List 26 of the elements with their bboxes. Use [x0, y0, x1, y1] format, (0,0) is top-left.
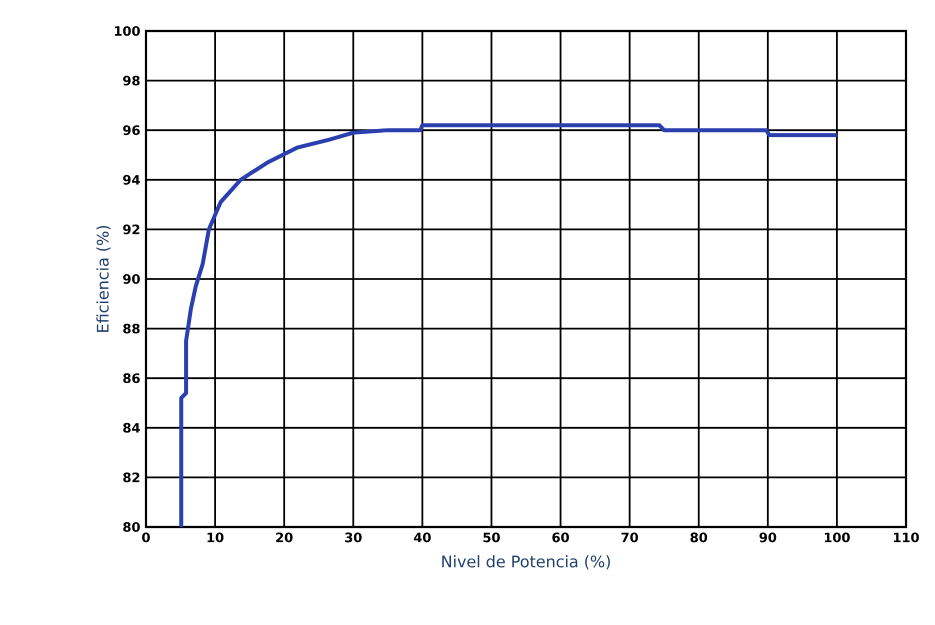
y-tick-label: 82	[123, 472, 140, 482]
x-tick-label: 110	[894, 532, 919, 542]
x-tick-label: 100	[824, 532, 850, 542]
x-tick-label: 80	[690, 532, 708, 542]
x-tick-label: 90	[759, 532, 776, 542]
y-tick-label: 94	[123, 174, 140, 185]
x-tick-label: 20	[276, 532, 293, 542]
x-tick-label: 50	[483, 532, 500, 542]
x-tick-label: 0	[142, 532, 150, 542]
x-tick-label: 10	[208, 532, 224, 542]
y-tick-label: 100	[114, 26, 140, 36]
x-tick-label: 70	[621, 532, 638, 542]
y-tick-label: 90	[123, 274, 140, 284]
y-tick-label: 98	[123, 76, 140, 86]
x-tick-label: 40	[414, 532, 431, 542]
x-tick-label: 60	[552, 532, 569, 542]
y-axis-title: Eficiencia (%)	[96, 226, 111, 332]
y-tick-label: 86	[123, 373, 140, 384]
y-tick-label: 96	[123, 125, 140, 136]
y-tick-label: 92	[123, 224, 140, 234]
y-tick-label: 80	[123, 522, 140, 532]
line-series	[179, 123, 839, 529]
y-tick-label: 88	[123, 324, 140, 334]
y-tick-label: 84	[123, 422, 140, 433]
x-tick-label: 30	[345, 532, 362, 542]
x-axis-title: Nivel de Potencia (%)	[442, 555, 610, 570]
